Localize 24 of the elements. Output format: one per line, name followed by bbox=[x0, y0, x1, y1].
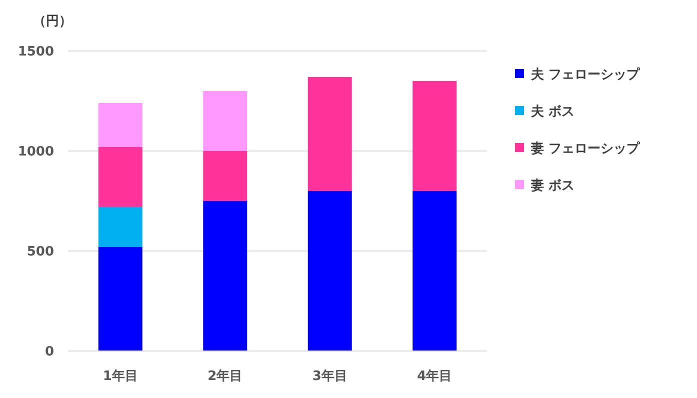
y-tick-label: 1500 bbox=[18, 44, 54, 60]
bar bbox=[98, 207, 142, 247]
y-tick-label: 0 bbox=[44, 344, 54, 360]
x-tick-label: 2年目 bbox=[208, 369, 243, 384]
bar bbox=[412, 81, 457, 191]
bar bbox=[98, 147, 142, 207]
bar bbox=[308, 77, 352, 191]
bar bbox=[412, 191, 457, 351]
x-tick-label: 4年目 bbox=[417, 369, 452, 384]
y-tick-label: 1000 bbox=[18, 144, 54, 160]
x-tick-label: 1年目 bbox=[102, 369, 138, 384]
y-tick-label: 500 bbox=[26, 244, 54, 260]
bar bbox=[203, 151, 248, 201]
bar bbox=[98, 103, 142, 147]
bar bbox=[203, 201, 248, 351]
legend-label: 夫 フェローシップ bbox=[530, 66, 641, 83]
bar bbox=[98, 247, 142, 351]
bar bbox=[203, 91, 248, 151]
x-tick-label: 3年目 bbox=[312, 369, 348, 384]
legend-label: 妻 フェローシップ bbox=[530, 140, 641, 157]
y-axis-title: （円） bbox=[33, 14, 72, 29]
bar bbox=[308, 191, 352, 351]
legend-label: 妻 ボス bbox=[530, 178, 575, 194]
legend-label: 夫 ボス bbox=[530, 104, 575, 120]
